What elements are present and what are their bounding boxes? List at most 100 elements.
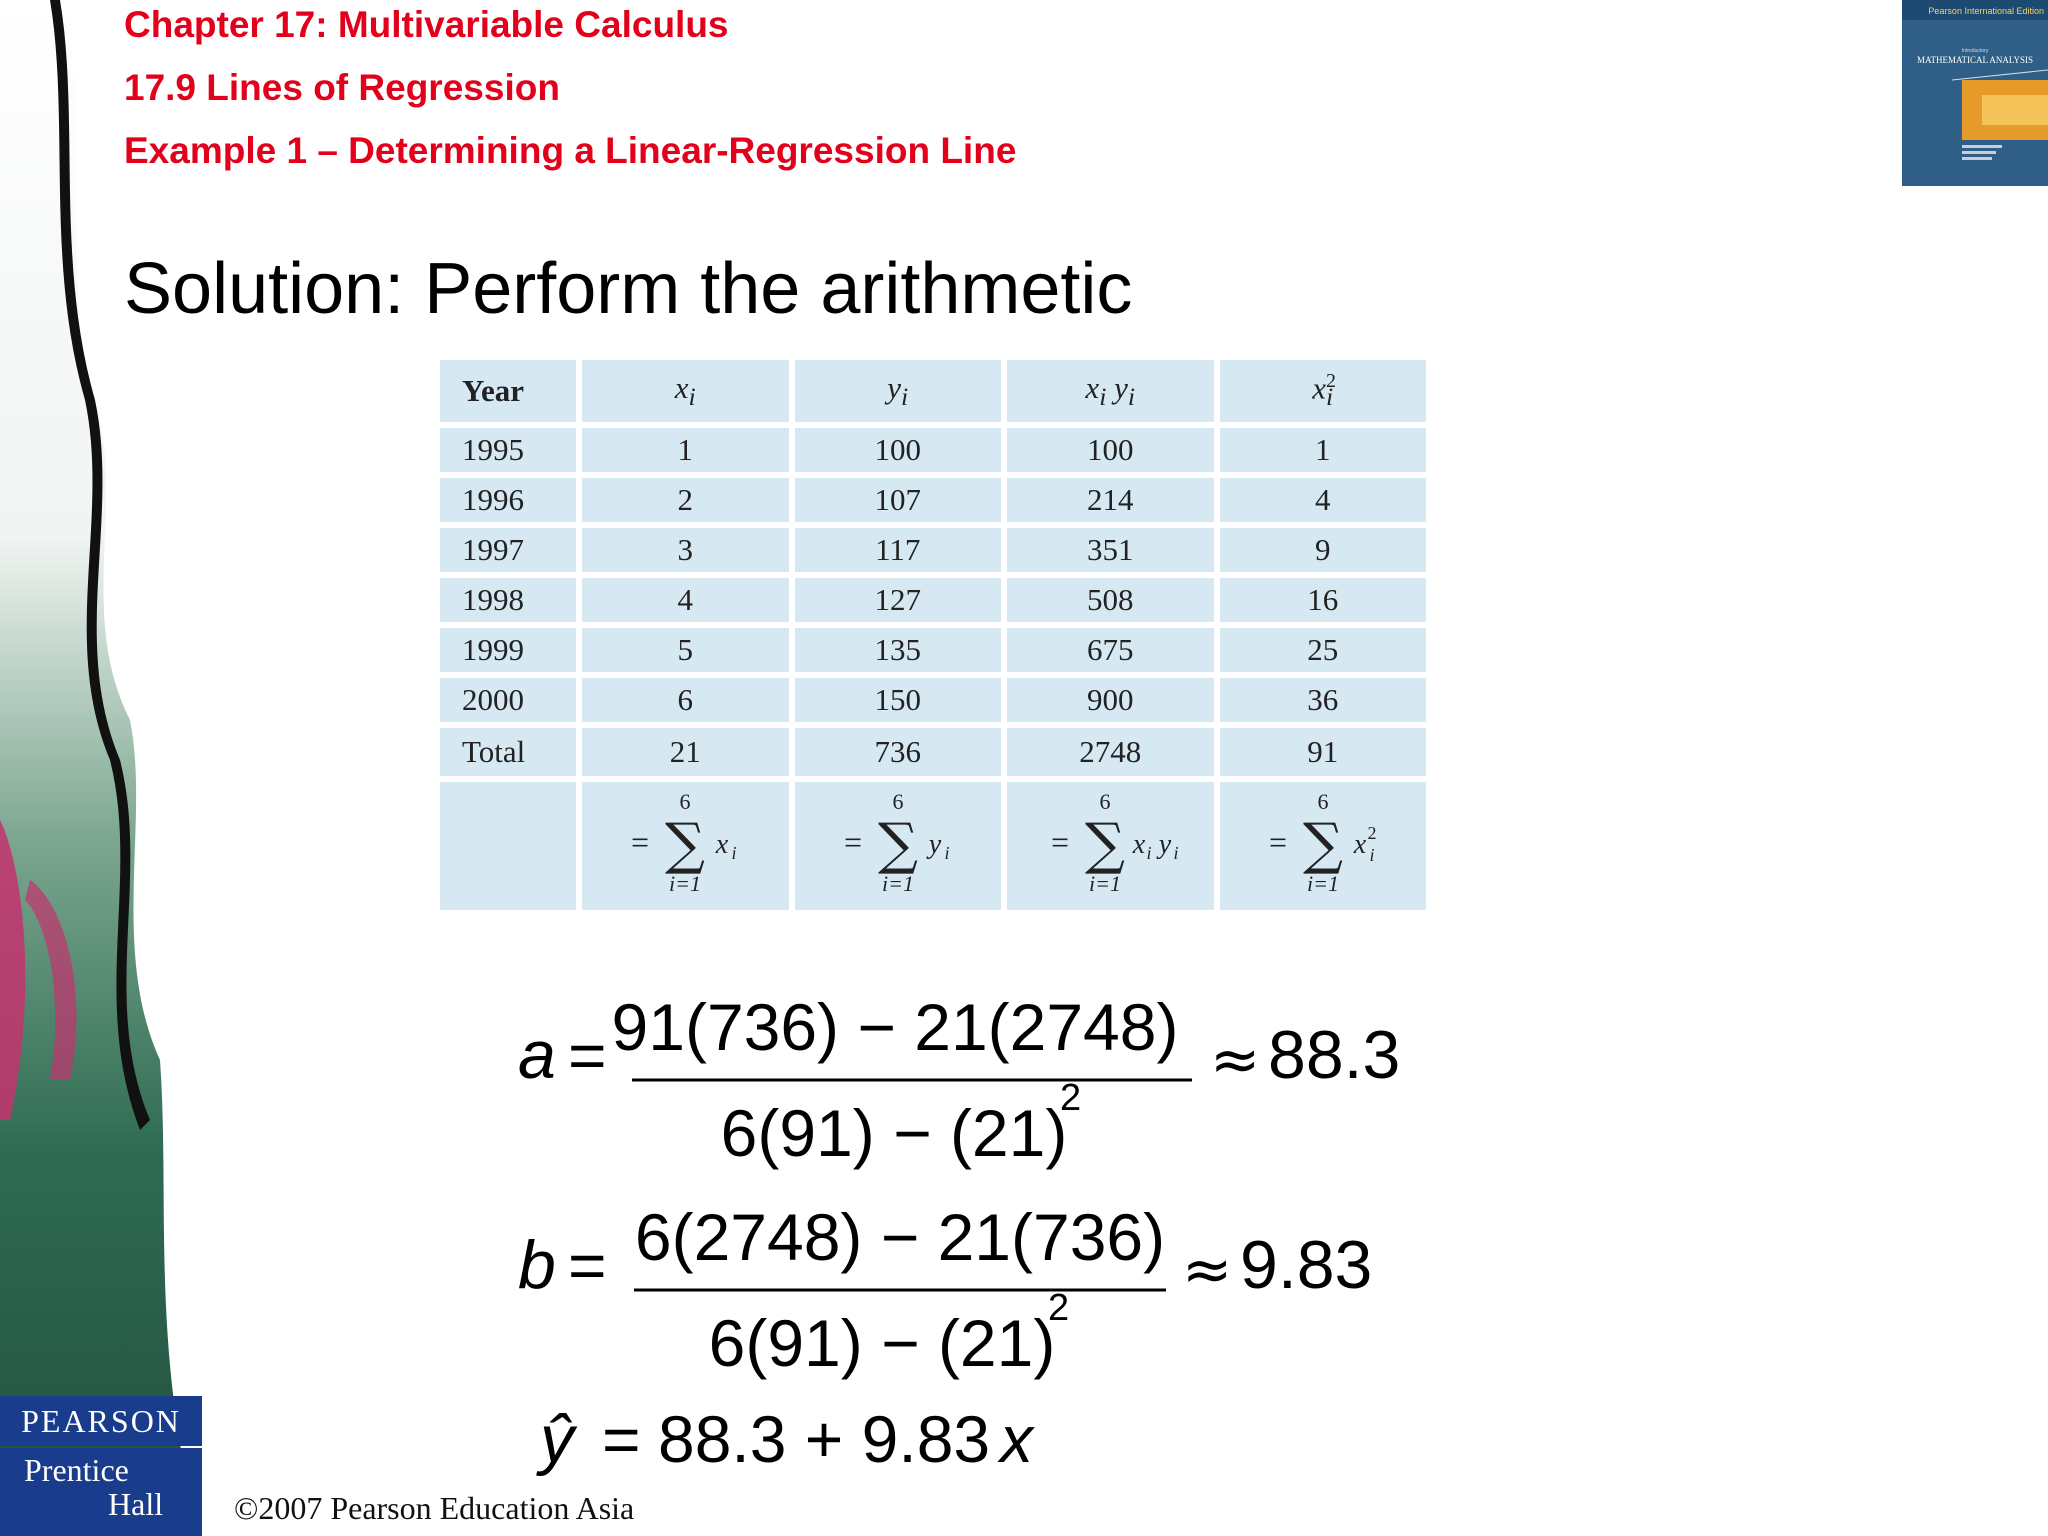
cell-xy: 214 <box>1007 478 1214 522</box>
svg-text:=: = <box>844 824 862 860</box>
table-row: 1996 2 107 214 4 <box>440 478 1426 522</box>
svg-text:∑: ∑ <box>1303 812 1343 877</box>
formula-b-numerator: 6(2748) − 21(736) <box>635 1200 1165 1274</box>
table-header-row: Year xi yi xi yi x2i <box>440 360 1426 422</box>
cell-total-x2: 91 <box>1219 728 1426 776</box>
svg-text:=: = <box>631 824 649 860</box>
svg-text:i: i <box>732 843 737 863</box>
svg-text:∑: ∑ <box>878 812 918 877</box>
cell-x2: 36 <box>1219 678 1426 722</box>
regression-table: Year xi yi xi yi x2i 1995 1 100 100 1 19… <box>434 354 1432 916</box>
cell-empty <box>440 782 576 910</box>
cell-sigma-x2: 6 = ∑ x 2 i i=1 <box>1219 782 1426 910</box>
cell-x2: 9 <box>1219 528 1426 572</box>
cell-xy: 508 <box>1007 578 1214 622</box>
formula-a-result: 88.3 <box>1268 1017 1400 1093</box>
svg-text:x: x <box>1353 829 1367 860</box>
svg-text:i: i <box>1174 843 1179 863</box>
table-row: 1999 5 135 675 25 <box>440 628 1426 672</box>
cell-year: 2000 <box>440 678 576 722</box>
formula-a-lhs: a <box>518 1017 556 1093</box>
cell-year: 1999 <box>440 628 576 672</box>
formula-yhat-lhs: ŷ <box>536 1401 578 1477</box>
cell-total-label: Total <box>440 728 576 776</box>
svg-text:6: 6 <box>680 789 691 814</box>
cell-x: 3 <box>582 528 789 572</box>
formula-b-approx: ≈ <box>1182 1235 1232 1305</box>
cell-sigma-x: 6 = ∑ x i i=1 <box>582 782 789 910</box>
side-decoration <box>0 0 200 1536</box>
cell-y: 127 <box>794 578 1001 622</box>
formula-yhat-var: x <box>997 1402 1035 1476</box>
formula-b: b = 6(2748) − 21(736) 6(91) − (21) 2 ≈ 9… <box>518 1200 1372 1380</box>
book-cover-title: MATHEMATICAL ANALYSIS <box>1917 55 2033 65</box>
logo-hall-text: Hall <box>108 1486 164 1522</box>
cell-year: 1997 <box>440 528 576 572</box>
formula-b-denominator: 6(91) − (21) <box>709 1306 1056 1380</box>
formula-yhat-eq: = <box>602 1402 641 1476</box>
formula-a-eq: = <box>568 1018 607 1092</box>
formula-b-exp: 2 <box>1048 1287 1069 1329</box>
formula-b-eq: = <box>568 1228 607 1302</box>
book-cover-intro: Introductory <box>1962 48 1989 54</box>
cell-y: 117 <box>794 528 1001 572</box>
svg-text:∑: ∑ <box>665 812 705 877</box>
cell-x: 4 <box>582 578 789 622</box>
logo-pearson-text: PEARSON <box>0 1396 202 1446</box>
svg-text:x: x <box>715 829 729 860</box>
formula-yhat-rhs: 88.3 + 9.83 <box>658 1402 990 1476</box>
table-row: 1997 3 117 351 9 <box>440 528 1426 572</box>
svg-text:i=1: i=1 <box>669 871 701 896</box>
header-xy: xi yi <box>1007 360 1214 422</box>
formula-b-result: 9.83 <box>1240 1227 1372 1303</box>
cell-x: 5 <box>582 628 789 672</box>
formula-b-lhs: b <box>518 1227 556 1303</box>
book-cover-image: Pearson International Edition Introducto… <box>1902 0 2048 186</box>
header-x: xi <box>582 360 789 422</box>
svg-text:∑: ∑ <box>1085 812 1125 877</box>
cell-x: 1 <box>582 428 789 472</box>
formula-a-denominator: 6(91) − (21) <box>721 1096 1068 1170</box>
slide-title: Solution: Perform the arithmetic <box>124 249 1133 329</box>
formula-yhat: ŷ = 88.3 + 9.83 x <box>536 1401 1035 1477</box>
cell-xy: 900 <box>1007 678 1214 722</box>
svg-text:=: = <box>1269 824 1287 860</box>
svg-text:6: 6 <box>892 789 903 814</box>
cell-y: 150 <box>794 678 1001 722</box>
cell-y: 135 <box>794 628 1001 672</box>
svg-text:i: i <box>1147 843 1152 863</box>
copyright-text: ©2007 Pearson Education Asia <box>234 1490 635 1526</box>
section-title: 17.9 Lines of Regression <box>124 67 560 108</box>
cell-y: 107 <box>794 478 1001 522</box>
example-title: Example 1 – Determining a Linear-Regress… <box>124 130 1017 171</box>
cell-total-y: 736 <box>794 728 1001 776</box>
svg-text:y: y <box>1156 829 1172 860</box>
cell-sigma-xy: 6 = ∑ x i y i i=1 <box>1007 782 1214 910</box>
chapter-title: Chapter 17: Multivariable Calculus <box>124 4 729 45</box>
book-cover-badge: Pearson International Edition <box>1928 6 2044 16</box>
svg-text:x: x <box>1132 829 1146 860</box>
cell-xy: 675 <box>1007 628 1214 672</box>
cell-total-xy: 2748 <box>1007 728 1214 776</box>
cell-x: 6 <box>582 678 789 722</box>
cell-sigma-y: 6 = ∑ y i i=1 <box>794 782 1001 910</box>
total-row: Total 21 736 2748 91 <box>440 728 1426 776</box>
svg-text:i=1: i=1 <box>1089 871 1121 896</box>
cell-x2: 4 <box>1219 478 1426 522</box>
cell-year: 1996 <box>440 478 576 522</box>
svg-text:2: 2 <box>1367 823 1376 843</box>
svg-text:y: y <box>926 829 942 860</box>
formula-a-numerator: 91(736) − 21(2748) <box>612 990 1179 1064</box>
cell-x2: 1 <box>1219 428 1426 472</box>
svg-text:i: i <box>944 843 949 863</box>
table-row: 1995 1 100 100 1 <box>440 428 1426 472</box>
header-y: yi <box>794 360 1001 422</box>
header-x2: x2i <box>1219 360 1426 422</box>
cell-year: 1995 <box>440 428 576 472</box>
cell-total-x: 21 <box>582 728 789 776</box>
svg-text:6: 6 <box>1317 789 1328 814</box>
cell-x2: 16 <box>1219 578 1426 622</box>
sigma-row: 6 = ∑ x i i=1 6 = ∑ y i i=1 <box>440 782 1426 910</box>
svg-text:i: i <box>1369 845 1374 865</box>
header-year: Year <box>440 360 576 422</box>
